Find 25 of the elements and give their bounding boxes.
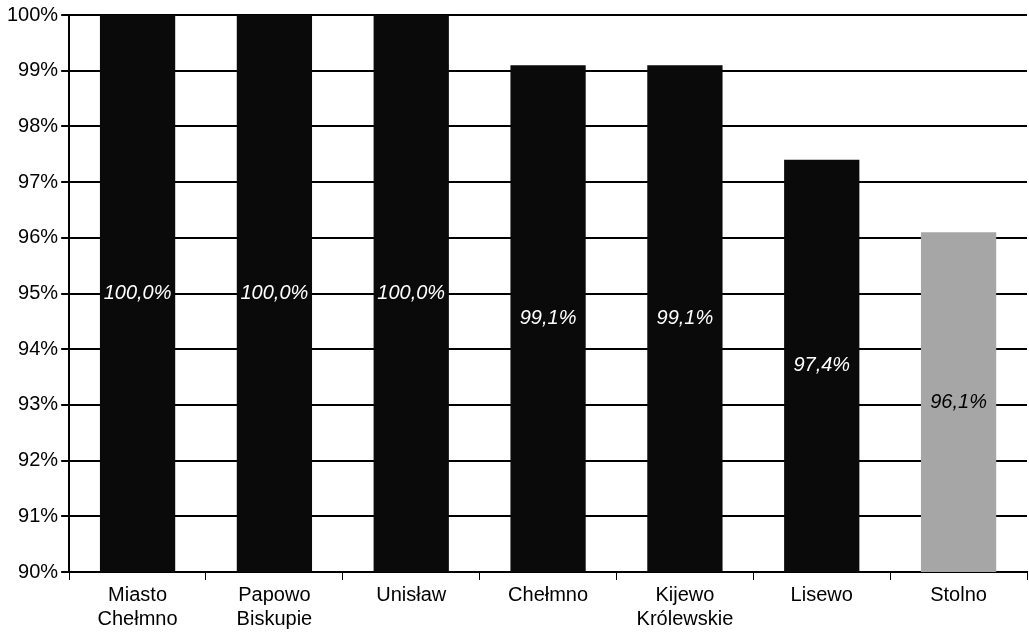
x-tick-label: Lisewo	[790, 582, 853, 605]
y-tick-label: 100%	[7, 2, 59, 25]
y-tick-label: 99%	[18, 58, 59, 81]
data-label: 97,4%	[793, 353, 851, 376]
y-tick-label: 91%	[18, 503, 59, 526]
y-tick-label: 95%	[18, 281, 59, 304]
data-label: 100,0%	[103, 281, 172, 304]
y-tick-label: 93%	[18, 392, 59, 415]
data-label: 100,0%	[240, 281, 309, 304]
y-tick-label: 94%	[18, 336, 59, 359]
data-label: 99,1%	[656, 306, 714, 329]
data-label: 96,1%	[930, 389, 987, 412]
y-tick-label: 92%	[18, 448, 59, 471]
x-tick-label: Kijewo Królewskie	[636, 582, 734, 629]
data-label: 99,1%	[519, 306, 577, 329]
x-tick-label: Miasto Chełmno	[97, 582, 178, 629]
x-tick-label: Chełmno	[508, 582, 589, 605]
y-tick-label: 90%	[18, 559, 59, 582]
y-tick-label: 98%	[18, 113, 59, 136]
x-tick-label: Stolno	[930, 582, 987, 605]
x-tick-label: Papowo Biskupie	[236, 582, 313, 629]
x-tick-label: Unisław	[376, 582, 447, 605]
y-tick-label: 97%	[18, 169, 59, 192]
data-label: 100,0%	[377, 281, 446, 304]
y-tick-label: 96%	[18, 225, 59, 248]
